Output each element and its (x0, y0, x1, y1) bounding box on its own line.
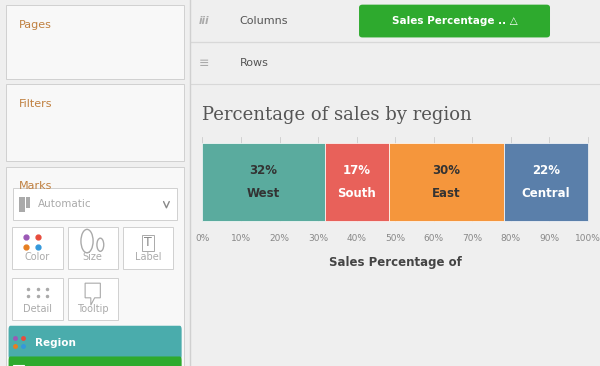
FancyBboxPatch shape (202, 143, 325, 221)
FancyBboxPatch shape (8, 326, 182, 359)
Text: Columns: Columns (239, 16, 288, 26)
Text: 100%: 100% (575, 234, 600, 243)
Text: iii: iii (199, 16, 209, 26)
FancyBboxPatch shape (6, 84, 184, 161)
FancyBboxPatch shape (122, 227, 173, 269)
Text: 30%: 30% (308, 234, 328, 243)
FancyBboxPatch shape (504, 143, 588, 221)
Text: 17%: 17% (343, 164, 371, 177)
Text: Color: Color (25, 253, 50, 262)
Text: Filters: Filters (19, 99, 53, 109)
Text: 80%: 80% (500, 234, 521, 243)
Text: ≡: ≡ (199, 57, 209, 70)
FancyBboxPatch shape (19, 197, 25, 212)
Text: 40%: 40% (347, 234, 367, 243)
Text: 50%: 50% (385, 234, 405, 243)
Text: 10%: 10% (231, 234, 251, 243)
Text: 32%: 32% (250, 164, 278, 177)
FancyBboxPatch shape (13, 188, 177, 220)
Text: Detail: Detail (23, 304, 52, 314)
Text: Automatic: Automatic (38, 199, 92, 209)
FancyBboxPatch shape (359, 5, 550, 37)
Text: West: West (247, 187, 280, 201)
FancyBboxPatch shape (68, 227, 118, 269)
FancyBboxPatch shape (6, 5, 184, 79)
FancyBboxPatch shape (68, 278, 118, 320)
FancyBboxPatch shape (26, 197, 31, 208)
Text: Sales Percentage of: Sales Percentage of (329, 256, 461, 269)
Text: 0%: 0% (196, 234, 209, 243)
Text: T: T (144, 236, 152, 249)
FancyBboxPatch shape (389, 143, 504, 221)
Text: 30%: 30% (433, 164, 461, 177)
FancyBboxPatch shape (13, 227, 63, 269)
Text: South: South (338, 187, 376, 201)
FancyBboxPatch shape (8, 356, 182, 366)
Text: 20%: 20% (269, 234, 290, 243)
Text: Label: Label (134, 253, 161, 262)
Text: 90%: 90% (539, 234, 559, 243)
FancyBboxPatch shape (13, 278, 63, 320)
Text: Size: Size (83, 253, 103, 262)
Text: Pages: Pages (19, 20, 52, 30)
Text: 60%: 60% (424, 234, 443, 243)
Text: 22%: 22% (532, 164, 560, 177)
Text: East: East (432, 187, 461, 201)
Text: Rows: Rows (239, 58, 268, 68)
FancyBboxPatch shape (325, 143, 389, 221)
Text: Region: Region (35, 337, 76, 348)
Text: 70%: 70% (462, 234, 482, 243)
Text: Sales Percentage .. △: Sales Percentage .. △ (392, 16, 517, 26)
Text: Tooltip: Tooltip (77, 304, 109, 314)
Text: Percentage of sales by region: Percentage of sales by region (202, 106, 472, 124)
Text: Marks: Marks (19, 181, 52, 191)
FancyBboxPatch shape (6, 167, 184, 366)
Text: Central: Central (521, 187, 570, 201)
